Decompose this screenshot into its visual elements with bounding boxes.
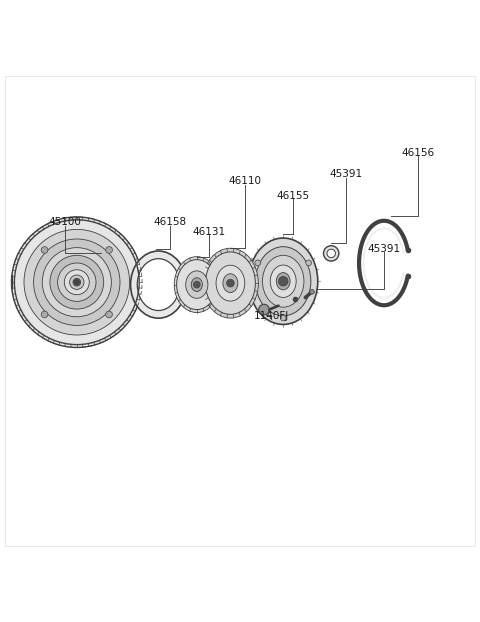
Text: 46155: 46155 (276, 191, 310, 201)
Circle shape (74, 279, 80, 285)
Ellipse shape (174, 257, 219, 313)
Text: 46158: 46158 (154, 217, 187, 227)
Ellipse shape (270, 265, 296, 297)
Ellipse shape (223, 274, 238, 292)
Text: 45391: 45391 (329, 169, 362, 179)
Text: 45391: 45391 (367, 244, 401, 254)
Text: 46110: 46110 (228, 177, 261, 187)
Circle shape (34, 239, 120, 325)
Circle shape (64, 270, 89, 295)
Text: 45100: 45100 (48, 217, 81, 227)
Circle shape (50, 255, 104, 309)
Ellipse shape (186, 271, 208, 299)
Circle shape (73, 279, 81, 286)
Ellipse shape (276, 272, 290, 290)
Text: 46156: 46156 (401, 147, 434, 157)
Circle shape (278, 276, 288, 286)
Ellipse shape (216, 265, 245, 301)
Ellipse shape (131, 251, 186, 318)
Circle shape (41, 311, 48, 318)
Circle shape (310, 289, 314, 294)
Circle shape (58, 263, 96, 302)
Ellipse shape (255, 247, 311, 316)
Ellipse shape (137, 259, 180, 310)
Circle shape (324, 246, 339, 261)
Ellipse shape (249, 238, 318, 325)
Circle shape (24, 230, 130, 335)
Circle shape (42, 248, 111, 317)
Ellipse shape (191, 278, 203, 292)
Circle shape (106, 246, 112, 253)
Circle shape (227, 279, 234, 287)
Ellipse shape (205, 252, 255, 314)
Circle shape (12, 217, 142, 348)
Ellipse shape (177, 259, 217, 310)
Text: 46131: 46131 (192, 227, 226, 237)
Circle shape (106, 311, 112, 318)
Circle shape (193, 281, 200, 288)
Circle shape (255, 260, 261, 266)
Circle shape (306, 260, 312, 266)
Circle shape (280, 315, 286, 321)
Text: 1140FJ: 1140FJ (253, 311, 289, 321)
Circle shape (259, 304, 269, 315)
Ellipse shape (203, 248, 258, 318)
Ellipse shape (263, 255, 304, 307)
Circle shape (41, 246, 48, 253)
Circle shape (70, 275, 84, 289)
Circle shape (327, 249, 336, 258)
